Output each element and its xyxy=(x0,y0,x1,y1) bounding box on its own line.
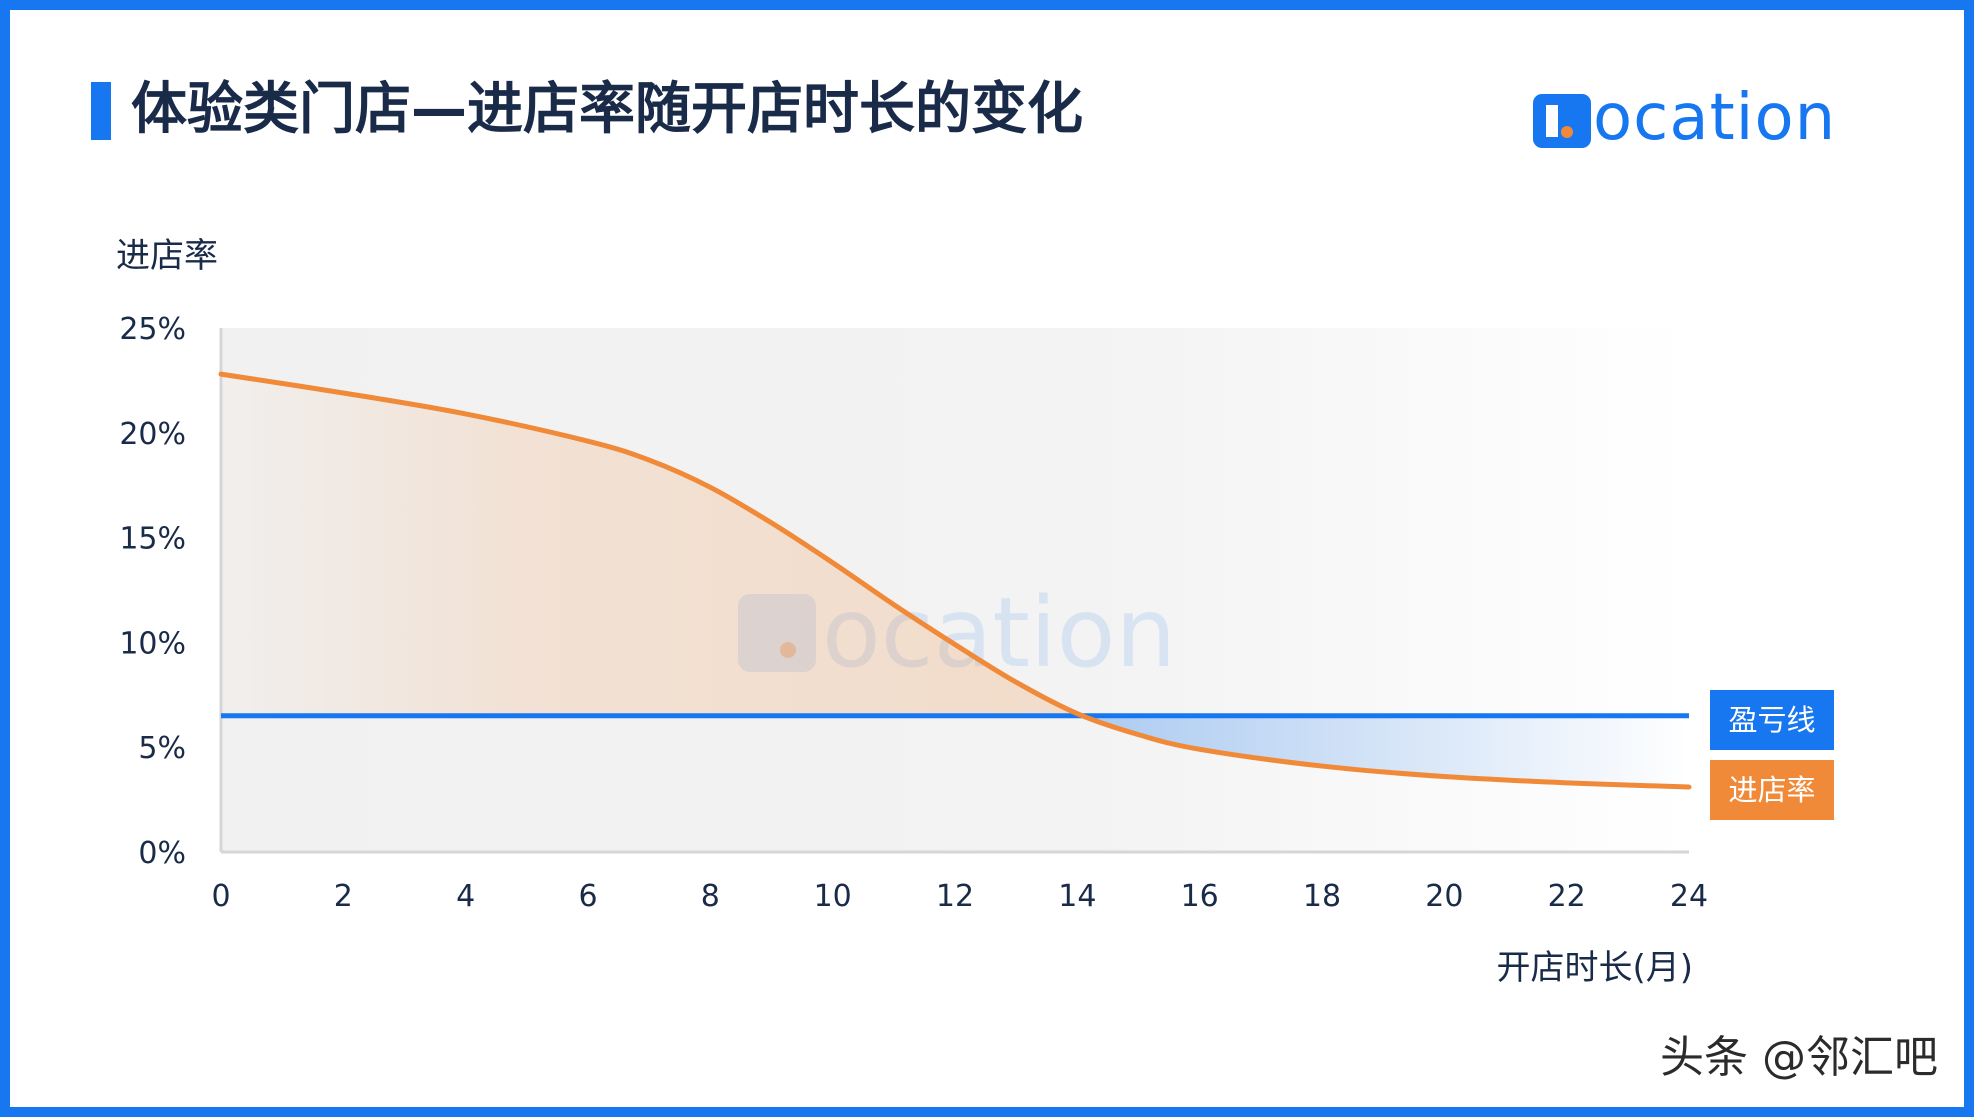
x-axis-label: 开店时长(月) xyxy=(1496,948,1693,988)
source-credit: 头条 @邻汇吧 xyxy=(1660,1032,1938,1083)
x-tick-label: 0 xyxy=(211,879,230,914)
x-tick-label: 8 xyxy=(701,879,720,914)
x-tick-label: 18 xyxy=(1303,879,1341,914)
x-tick-label: 12 xyxy=(936,879,974,914)
x-tick-label: 4 xyxy=(456,879,475,914)
x-tick-label: 22 xyxy=(1548,879,1586,914)
x-tick-labels: 0 2 4 6 8 10 12 14 16 18 20 22 24 xyxy=(211,879,1708,914)
x-tick-label: 24 xyxy=(1670,879,1708,914)
x-tick-label: 20 xyxy=(1425,879,1463,914)
area-above-breakeven xyxy=(221,374,1085,717)
y-tick-label: 0% xyxy=(138,836,186,871)
x-tick-label: 6 xyxy=(578,879,597,914)
y-axis-label: 进店率 xyxy=(116,236,218,276)
y-tick-label: 10% xyxy=(119,626,186,661)
chart-title: 体验类门店—进店率随开店时长的变化 xyxy=(131,77,1083,142)
area-below-breakeven xyxy=(1083,715,1689,788)
legend-breakeven-line: 盈亏线 xyxy=(1710,690,1834,750)
x-tick-label: 14 xyxy=(1058,879,1096,914)
y-tick-label: 15% xyxy=(119,522,186,557)
brand-logo: ocation xyxy=(1533,81,1873,155)
y-tick-labels: 0% 5% 10% 15% 20% 25% xyxy=(119,312,186,871)
y-tick-label: 25% xyxy=(119,312,186,347)
logo-icon xyxy=(1533,94,1591,148)
title-accent-bar xyxy=(91,82,111,140)
x-tick-label: 2 xyxy=(334,879,353,914)
x-tick-label: 16 xyxy=(1181,879,1219,914)
series-layer xyxy=(218,371,1692,790)
y-tick-label: 20% xyxy=(119,417,186,452)
legend-visit-rate: 进店率 xyxy=(1710,760,1834,820)
logo-text: ocation xyxy=(1593,81,1837,155)
visit-rate-curve xyxy=(218,371,1692,790)
y-tick-label: 5% xyxy=(138,731,186,766)
x-tick-label: 10 xyxy=(814,879,852,914)
